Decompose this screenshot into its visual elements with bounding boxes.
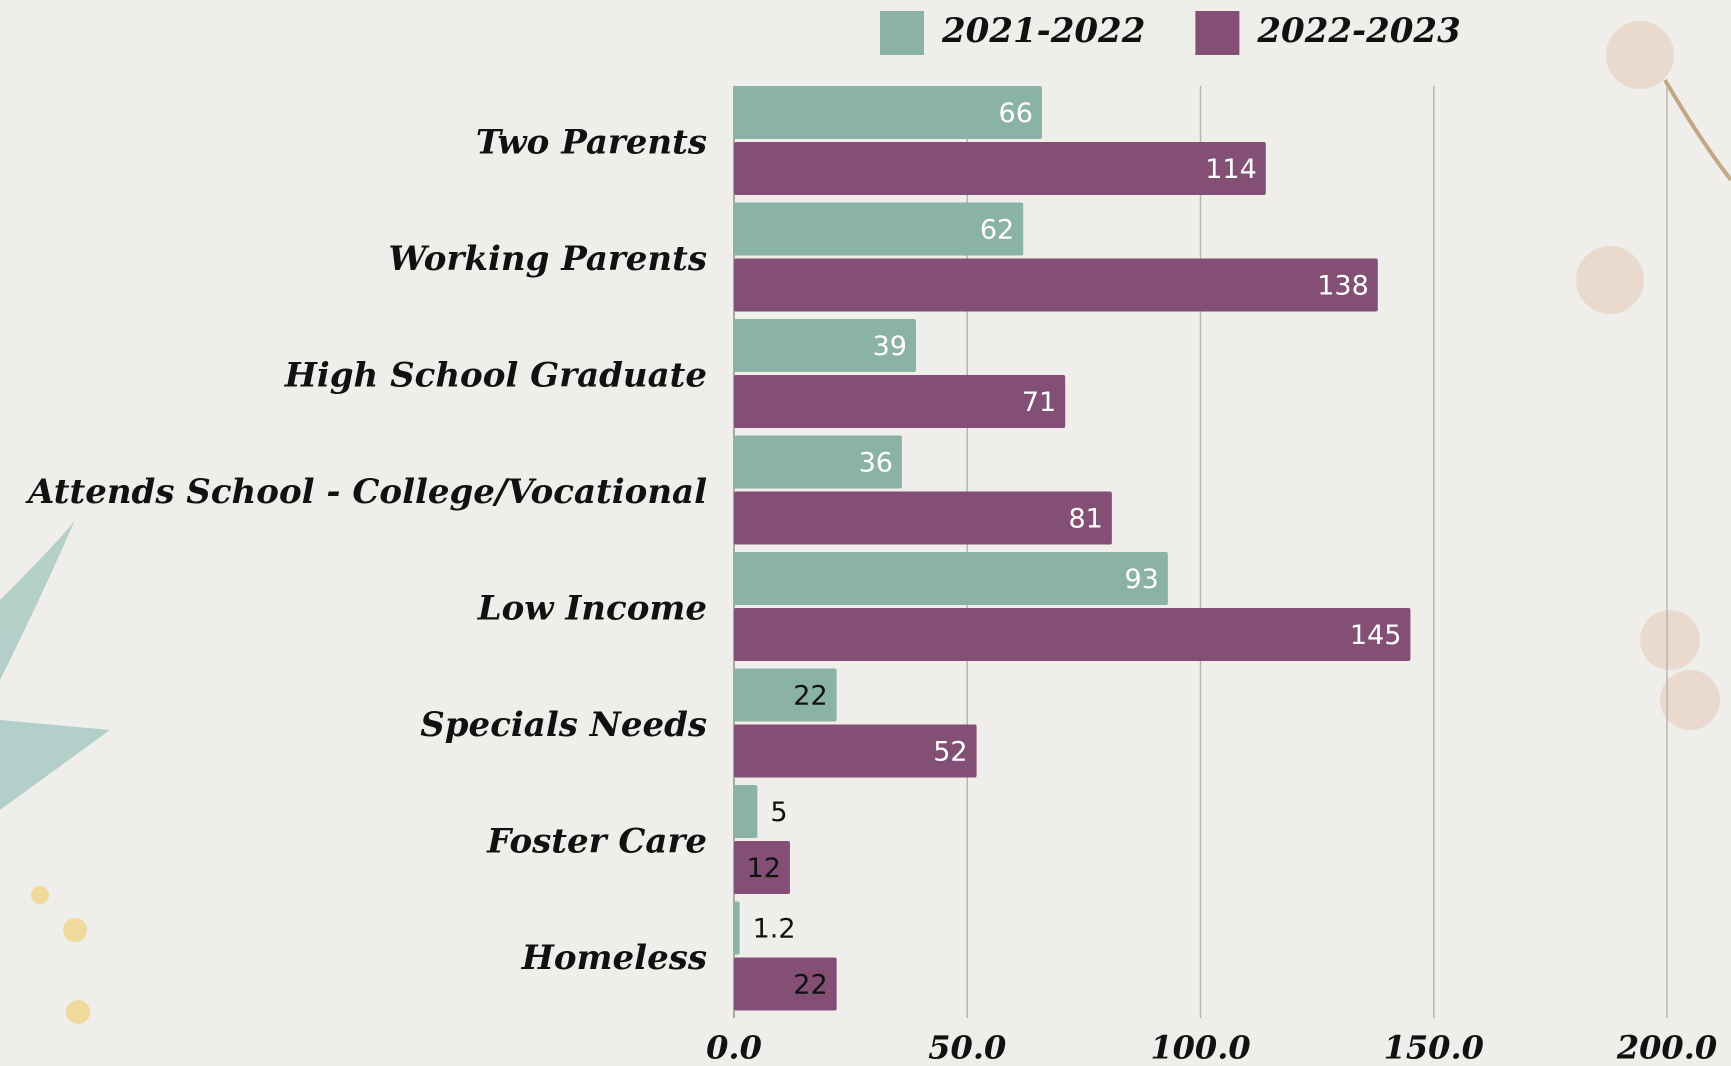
x-tick-label: 150.0 — [1384, 1029, 1484, 1066]
bar — [734, 552, 1168, 605]
bar — [734, 608, 1410, 661]
bar — [734, 902, 740, 955]
data-label: 22 — [793, 970, 827, 1001]
data-label: 22 — [793, 681, 827, 712]
data-label: 114 — [1205, 154, 1257, 185]
bar — [734, 785, 757, 838]
x-tick-label: 0.0 — [706, 1029, 762, 1066]
x-tick-label: 50.0 — [928, 1029, 1006, 1066]
data-label: 66 — [999, 98, 1033, 129]
bar — [734, 375, 1065, 428]
category-label: Two Parents — [476, 122, 707, 162]
data-label: 1.2 — [753, 914, 796, 945]
data-label: 12 — [747, 853, 781, 884]
data-label: 36 — [859, 448, 893, 479]
chart: 0.0 50.0 100.0 150.0 200.0 2021-2022 2022-2023… — [0, 0, 1731, 1066]
data-label: 62 — [980, 215, 1014, 246]
bar — [734, 259, 1378, 312]
data-label: 39 — [873, 331, 907, 362]
data-label: 71 — [1022, 387, 1056, 418]
category-label: Foster Care — [486, 821, 707, 861]
category-label: Homeless — [521, 938, 707, 978]
bar — [734, 492, 1112, 545]
data-label: 93 — [1124, 564, 1158, 595]
bar — [734, 142, 1266, 195]
category-label: Low Income — [477, 588, 707, 628]
data-label: 138 — [1317, 271, 1369, 302]
category-label: Working Parents — [388, 239, 707, 279]
data-label: 52 — [933, 737, 967, 768]
data-label: 81 — [1069, 504, 1103, 535]
category-label: Specials Needs — [420, 705, 707, 745]
x-tick-label: 200.0 — [1616, 1029, 1717, 1066]
legend-swatch — [880, 11, 924, 55]
category-label: Attends School - College/Vocational — [25, 472, 707, 512]
data-label: 145 — [1350, 620, 1402, 651]
legend-swatch — [1195, 11, 1239, 55]
bar — [734, 86, 1042, 139]
x-tick-label: 100.0 — [1150, 1029, 1250, 1066]
category-label: High School Graduate — [284, 355, 707, 395]
data-label: 5 — [770, 797, 787, 828]
legend-label: 2021-2022 — [941, 11, 1145, 51]
legend-label: 2022-2023 — [1256, 11, 1460, 51]
